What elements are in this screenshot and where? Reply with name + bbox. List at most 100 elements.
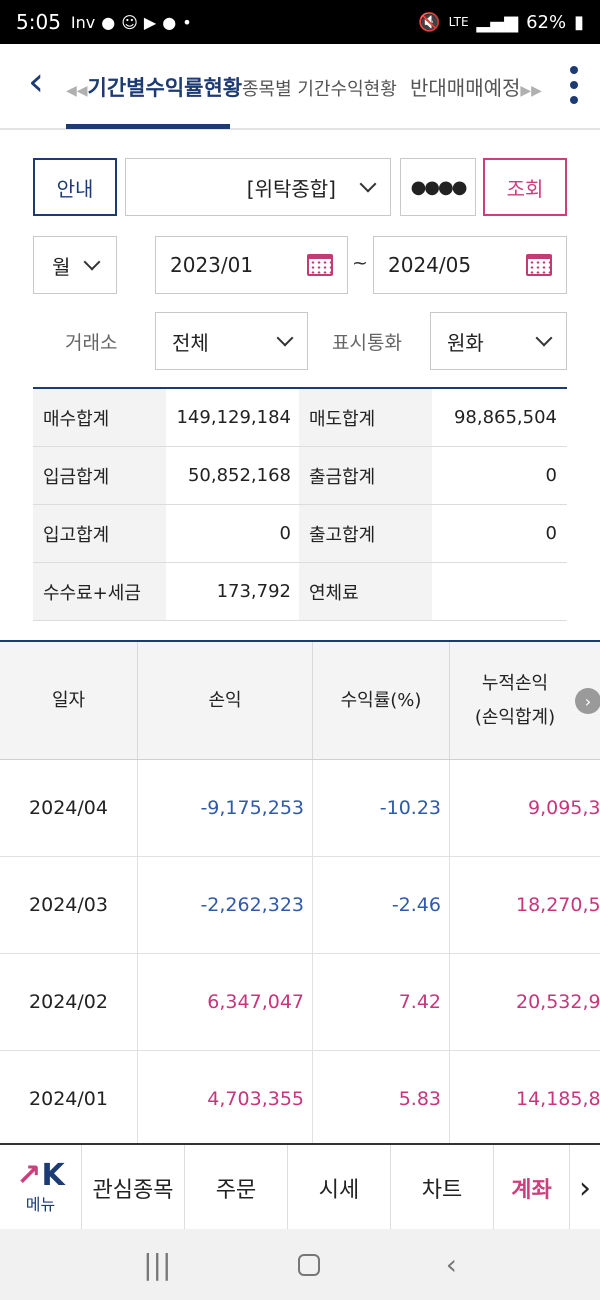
summary-row: 입금합계 50,852,168 출금합계 0 bbox=[33, 447, 567, 505]
header-pnl: 손익 bbox=[138, 642, 313, 759]
table-row[interactable]: 2024/04 -9,175,253 -10.23 9,095,33 bbox=[0, 760, 600, 857]
bottom-menu-account[interactable]: 계좌 bbox=[494, 1145, 570, 1231]
end-date-field[interactable]: 2024/05 bbox=[373, 236, 567, 294]
inv-icon: Inv bbox=[70, 12, 96, 32]
tab-label: 기간별수익률현황 bbox=[87, 76, 243, 100]
summary-value: 0 bbox=[545, 523, 557, 544]
dot-icon: • bbox=[182, 12, 192, 32]
start-date-field[interactable]: 2023/01 bbox=[155, 236, 348, 294]
period-unit-select[interactable]: 월 bbox=[33, 236, 117, 294]
password-field[interactable]: ●●●● bbox=[400, 158, 476, 216]
summary-value: 98,865,504 bbox=[453, 407, 557, 428]
header-cumulative-line1: 누적손익 bbox=[481, 672, 549, 694]
tab-forced-sale[interactable]: 반대매매예정▶▶ bbox=[410, 72, 542, 101]
summary-value: 50,852,168 bbox=[187, 465, 291, 486]
top-tab-bar: ‹ ◀◀기간별수익률현황 종목별 기간수익현황 반대매매예정▶▶ bbox=[0, 44, 600, 130]
k-logo-icon: ↗K bbox=[16, 1158, 65, 1193]
header-date: 일자 bbox=[0, 642, 138, 759]
summary-value: 0 bbox=[545, 465, 557, 486]
mute-icon: 🔇 bbox=[418, 11, 441, 33]
returns-table: 일자 손익 수익률(%) 누적손익 (손익합계) › 2024/04 -9,17… bbox=[0, 640, 600, 1148]
tab-scroll-left-icon: ◀◀ bbox=[66, 83, 88, 99]
summary-label: 입고합계 bbox=[33, 505, 166, 562]
exchange-select[interactable]: 전체 bbox=[155, 312, 308, 370]
row-pnl: -2,262,323 bbox=[138, 857, 313, 953]
calendar-icon[interactable] bbox=[526, 254, 552, 276]
tab-stock-period-returns[interactable]: 종목별 기간수익현황 bbox=[242, 79, 397, 100]
status-bar: 5:05 Inv ● ☺ ▶ ● • 🔇 LTE ▂▄▆ 62% ▮ bbox=[0, 0, 600, 44]
row-pnl: 4,703,355 bbox=[138, 1051, 313, 1147]
row-date: 2024/04 bbox=[0, 760, 138, 856]
summary-label: 연체료 bbox=[299, 563, 432, 620]
table-row[interactable]: 2024/02 6,347,047 7.42 20,532,90 bbox=[0, 954, 600, 1051]
menu-label: 메뉴 bbox=[25, 1195, 56, 1214]
chevron-down-icon bbox=[83, 253, 101, 271]
row-date: 2024/03 bbox=[0, 857, 138, 953]
tab-label: 반대매매예정 bbox=[410, 76, 521, 100]
reddit-icon: ● bbox=[162, 12, 177, 32]
table-row[interactable]: 2024/03 -2,262,323 -2.46 18,270,58 bbox=[0, 857, 600, 954]
bottom-menu-chart[interactable]: 차트 bbox=[391, 1145, 494, 1231]
chevron-down-icon bbox=[535, 329, 553, 347]
signal-icon: ▂▄▆ bbox=[476, 11, 519, 33]
exchange-label: 거래소 bbox=[65, 332, 118, 354]
row-date: 2024/02 bbox=[0, 954, 138, 1050]
date-range-separator: ~ bbox=[352, 252, 368, 274]
table-row[interactable]: 2024/01 4,703,355 5.83 14,185,86 bbox=[0, 1051, 600, 1148]
tab-period-returns[interactable]: ◀◀기간별수익률현황 bbox=[66, 72, 242, 102]
summary-label: 매수합계 bbox=[33, 389, 166, 446]
tab-scroll-right-icon: ▶▶ bbox=[520, 83, 542, 99]
chevron-down-icon bbox=[359, 175, 377, 193]
recent-apps-icon[interactable]: ||| bbox=[143, 1248, 172, 1281]
currency-label: 표시통화 bbox=[332, 332, 402, 354]
guide-button[interactable]: 안내 bbox=[33, 158, 117, 216]
summary-label: 입금합계 bbox=[33, 447, 166, 504]
home-icon[interactable] bbox=[297, 1253, 320, 1276]
smile-icon: ☺ bbox=[121, 12, 138, 32]
currency-value: 원화 bbox=[447, 330, 484, 355]
bottom-menu: ↗K 메뉴 관심종목 주문 시세 차트 계좌 › bbox=[0, 1143, 600, 1231]
start-date-value: 2023/01 bbox=[170, 253, 254, 277]
bottom-menu-quotes[interactable]: 시세 bbox=[288, 1145, 391, 1231]
row-rate: -10.23 bbox=[313, 760, 450, 856]
row-cumulative: 18,270,58 bbox=[516, 894, 600, 916]
system-nav-bar: ||| ‹ bbox=[0, 1229, 600, 1300]
more-options-icon[interactable] bbox=[570, 66, 580, 111]
active-tab-indicator bbox=[66, 124, 230, 129]
chevron-down-icon bbox=[276, 329, 294, 347]
notification-icons: Inv ● ☺ ▶ ● • bbox=[71, 13, 192, 32]
summary-label: 출고합계 bbox=[299, 505, 432, 562]
header-cumulative-line2: (손익합계) bbox=[474, 706, 556, 728]
chevron-right-icon[interactable]: › bbox=[579, 1170, 591, 1206]
row-rate: 5.83 bbox=[313, 1051, 450, 1147]
summary-label: 매도합계 bbox=[299, 389, 432, 446]
bottom-menu-order[interactable]: 주문 bbox=[185, 1145, 288, 1231]
summary-label: 수수료+세금 bbox=[33, 563, 166, 620]
currency-select[interactable]: 원화 bbox=[430, 312, 567, 370]
row-rate: 7.42 bbox=[313, 954, 450, 1050]
header-rate: 수익률(%) bbox=[313, 642, 450, 759]
summary-row: 입고합계 0 출고합계 0 bbox=[33, 505, 567, 563]
summary-label: 출금합계 bbox=[299, 447, 432, 504]
table-header: 일자 손익 수익률(%) 누적손익 (손익합계) bbox=[0, 640, 600, 760]
row-cumulative: 9,095,33 bbox=[528, 797, 600, 819]
system-back-icon[interactable]: ‹ bbox=[445, 1248, 457, 1281]
scroll-right-icon[interactable]: › bbox=[575, 688, 600, 714]
account-select[interactable]: [위탁종합] bbox=[125, 158, 391, 216]
summary-value: 149,129,184 bbox=[176, 407, 291, 428]
search-button[interactable]: 조회 bbox=[483, 158, 567, 216]
menu-button[interactable]: ↗K 메뉴 bbox=[0, 1145, 82, 1231]
account-type: [위탁종합] bbox=[246, 176, 336, 201]
calendar-icon[interactable] bbox=[307, 254, 333, 276]
summary-row: 매수합계 149,129,184 매도합계 98,865,504 bbox=[33, 389, 567, 447]
network-label: LTE bbox=[448, 15, 469, 29]
period-unit-value: 월 bbox=[52, 254, 71, 279]
end-date-value: 2024/05 bbox=[388, 253, 472, 277]
battery-percent: 62% bbox=[526, 11, 567, 33]
row-cumulative: 14,185,86 bbox=[516, 1088, 600, 1110]
back-arrow-icon[interactable]: ‹ bbox=[28, 59, 44, 105]
row-rate: -2.46 bbox=[313, 857, 450, 953]
bottom-menu-watchlist[interactable]: 관심종목 bbox=[82, 1145, 185, 1231]
row-cumulative: 20,532,90 bbox=[516, 991, 600, 1013]
header-cumulative: 누적손익 (손익합계) bbox=[450, 642, 600, 759]
